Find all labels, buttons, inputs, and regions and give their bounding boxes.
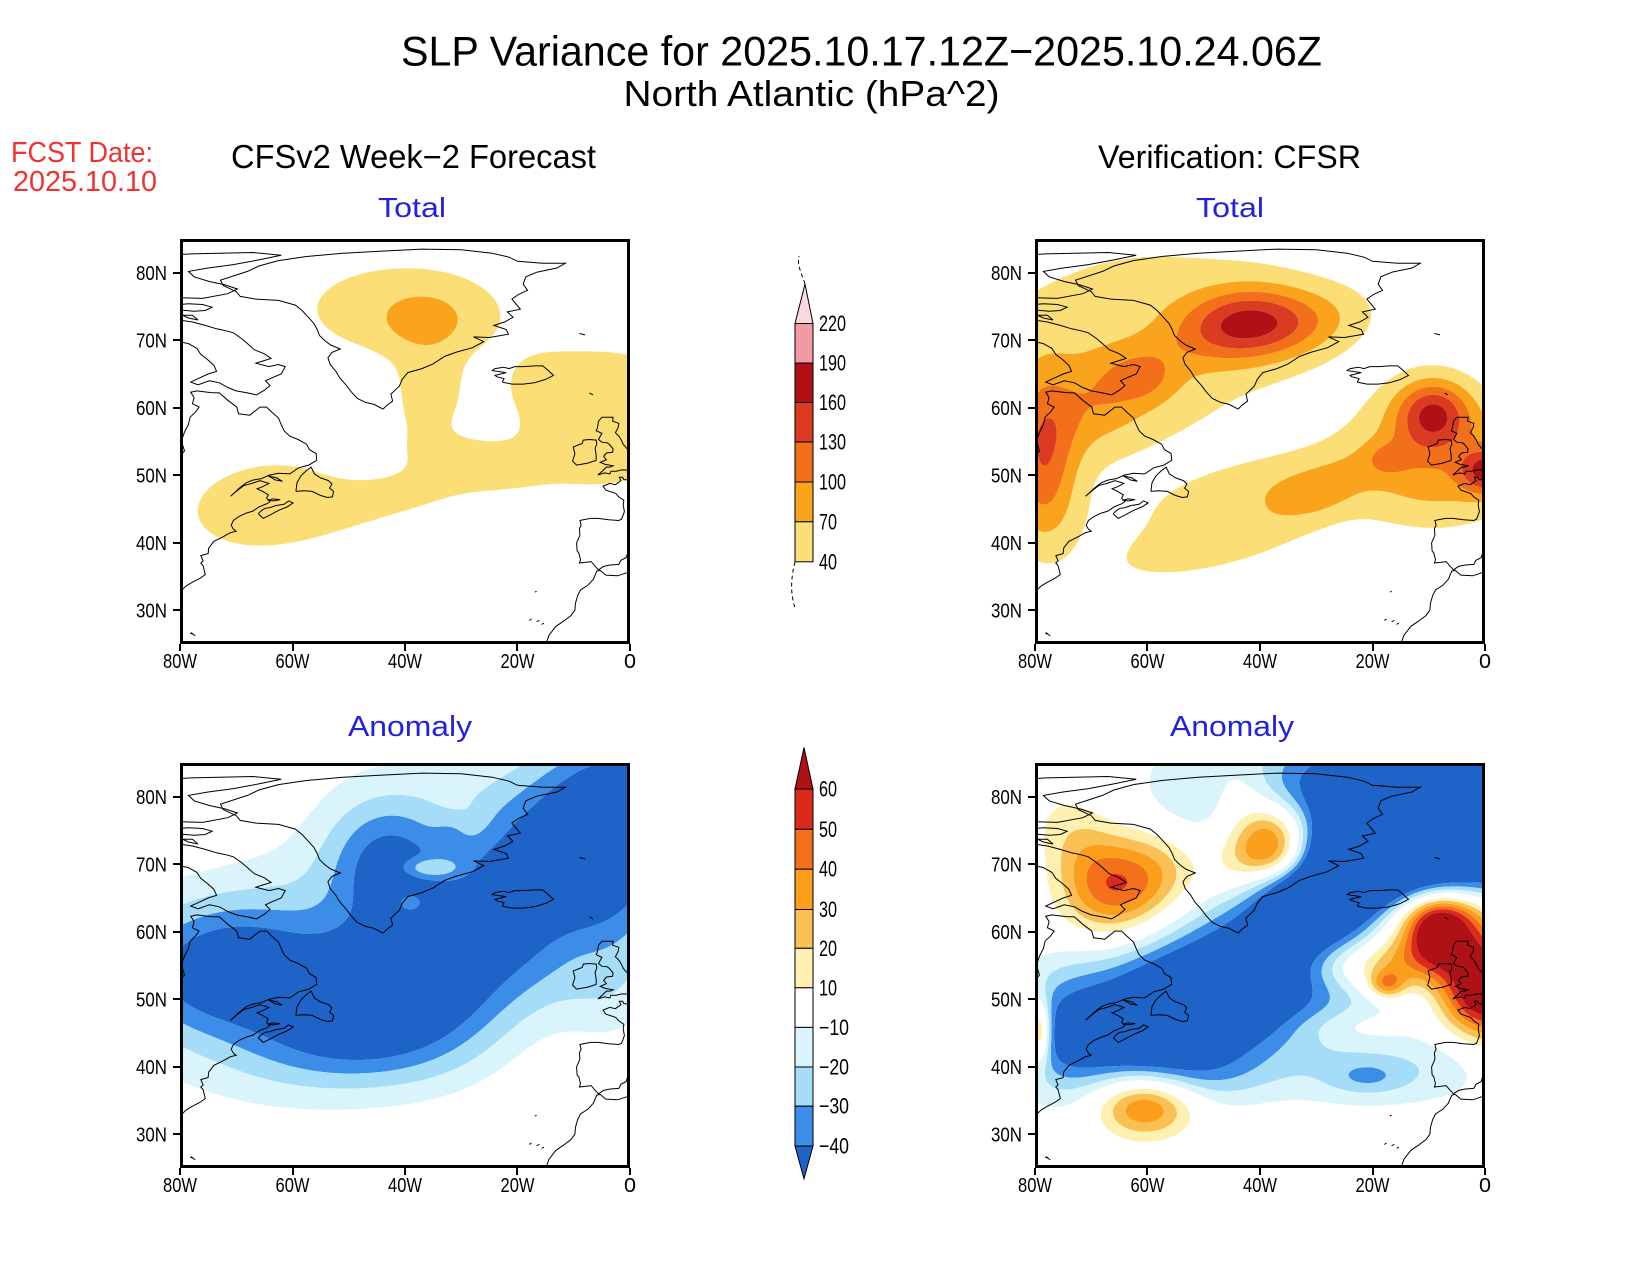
svg-text:80W: 80W	[1018, 651, 1052, 673]
svg-text:60N: 60N	[991, 398, 1022, 420]
svg-text:Verification: CFSR: Verification: CFSR	[1098, 139, 1361, 175]
svg-text:FCST Date:: FCST Date:	[11, 137, 153, 169]
svg-text:40W: 40W	[388, 651, 422, 673]
svg-text:20W: 20W	[1356, 1175, 1390, 1197]
svg-text:100: 100	[819, 470, 846, 495]
svg-text:Total: Total	[1196, 192, 1264, 223]
svg-text:Total: Total	[378, 192, 446, 223]
svg-text:80W: 80W	[163, 651, 197, 673]
svg-text:20W: 20W	[501, 651, 535, 673]
svg-text:30N: 30N	[991, 600, 1022, 622]
svg-text:70: 70	[819, 509, 837, 534]
svg-text:60: 60	[819, 777, 837, 802]
svg-text:10: 10	[819, 975, 837, 1000]
svg-text:30N: 30N	[136, 1124, 167, 1146]
svg-text:160: 160	[819, 390, 846, 415]
svg-text:60W: 60W	[1131, 1175, 1165, 1197]
svg-text:50N: 50N	[991, 989, 1022, 1011]
svg-text:0: 0	[1479, 1175, 1491, 1197]
svg-text:Anomaly: Anomaly	[348, 711, 473, 743]
svg-text:80N: 80N	[991, 263, 1022, 285]
svg-text:50: 50	[819, 817, 837, 842]
svg-text:−10: −10	[819, 1015, 849, 1040]
svg-text:30: 30	[819, 897, 837, 922]
svg-text:−40: −40	[819, 1134, 849, 1159]
svg-text:30N: 30N	[136, 600, 167, 622]
svg-text:60W: 60W	[276, 651, 310, 673]
svg-text:Anomaly: Anomaly	[1170, 711, 1295, 743]
svg-text:40N: 40N	[136, 1057, 167, 1079]
svg-text:20: 20	[819, 936, 837, 961]
svg-text:50N: 50N	[136, 989, 167, 1011]
svg-text:60N: 60N	[136, 922, 167, 944]
svg-text:0: 0	[624, 651, 636, 673]
svg-text:2025.10.10: 2025.10.10	[13, 166, 157, 198]
svg-text:130: 130	[819, 430, 846, 455]
svg-text:20W: 20W	[1356, 651, 1390, 673]
svg-text:80N: 80N	[136, 263, 167, 285]
svg-text:190: 190	[819, 351, 846, 376]
svg-text:40W: 40W	[1243, 651, 1277, 673]
svg-text:220: 220	[819, 311, 846, 336]
svg-text:40N: 40N	[991, 1057, 1022, 1079]
svg-text:70N: 70N	[991, 854, 1022, 876]
svg-text:40: 40	[819, 857, 837, 882]
svg-text:80W: 80W	[1018, 1175, 1052, 1197]
svg-text:80N: 80N	[136, 787, 167, 809]
svg-text:North Atlantic (hPa^2): North Atlantic (hPa^2)	[624, 73, 1000, 114]
svg-text:50N: 50N	[136, 465, 167, 487]
svg-text:40: 40	[819, 549, 837, 574]
svg-text:60N: 60N	[991, 922, 1022, 944]
svg-text:60W: 60W	[276, 1175, 310, 1197]
svg-text:−30: −30	[819, 1094, 849, 1119]
svg-text:80N: 80N	[991, 787, 1022, 809]
svg-text:0: 0	[1479, 651, 1491, 673]
svg-text:70N: 70N	[136, 854, 167, 876]
svg-text:40W: 40W	[1243, 1175, 1277, 1197]
svg-text:50N: 50N	[991, 465, 1022, 487]
svg-text:−20: −20	[819, 1055, 849, 1080]
svg-text:70N: 70N	[991, 330, 1022, 352]
svg-text:30N: 30N	[991, 1124, 1022, 1146]
svg-text:0: 0	[624, 1175, 636, 1197]
svg-text:40N: 40N	[991, 533, 1022, 555]
svg-text:SLP Variance for 2025.10.17.12: SLP Variance for 2025.10.17.12Z−2025.10.…	[401, 28, 1322, 75]
svg-text:60W: 60W	[1131, 651, 1165, 673]
svg-text:70N: 70N	[136, 330, 167, 352]
svg-text:40W: 40W	[388, 1175, 422, 1197]
svg-text:20W: 20W	[501, 1175, 535, 1197]
svg-text:60N: 60N	[136, 398, 167, 420]
svg-text:CFSv2 Week−2 Forecast: CFSv2 Week−2 Forecast	[231, 138, 596, 175]
svg-text:40N: 40N	[136, 533, 167, 555]
svg-text:80W: 80W	[163, 1175, 197, 1197]
